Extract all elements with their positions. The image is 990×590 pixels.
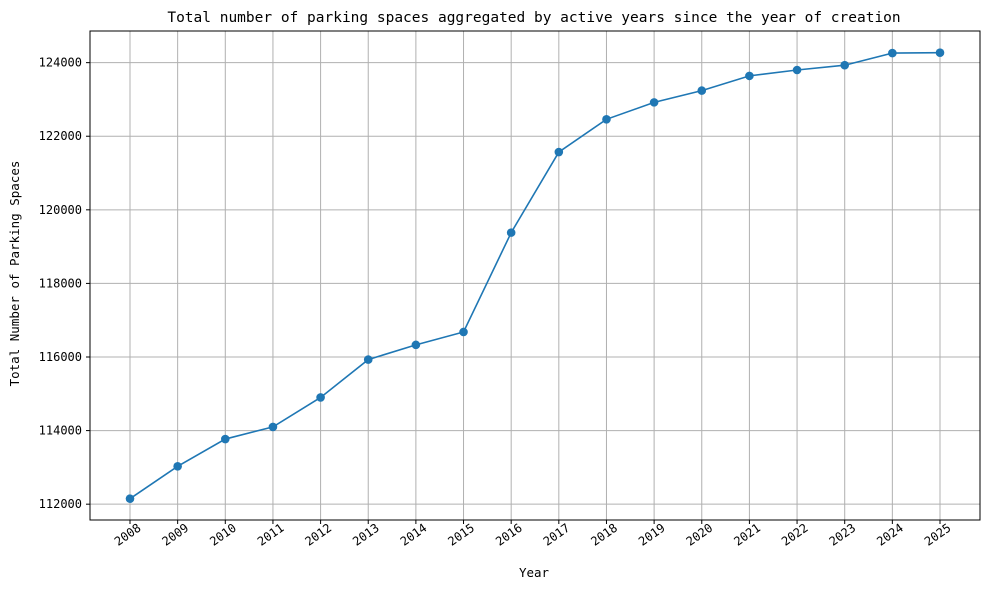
- chart-title: Total number of parking spaces aggregate…: [167, 10, 900, 26]
- y-tick-label: 118000: [39, 276, 82, 290]
- data-point: [173, 461, 182, 471]
- y-tick-label: 116000: [39, 350, 82, 364]
- x-tick-label: 2018: [588, 521, 620, 549]
- x-axis-label: Year: [519, 565, 550, 580]
- y-axis-label: Total Number of Parking Spaces: [7, 161, 22, 387]
- data-point: [411, 340, 421, 350]
- data-point: [649, 98, 659, 107]
- x-tick-label: 2017: [541, 521, 573, 549]
- x-tick-label: 2020: [684, 521, 716, 549]
- data-point: [363, 355, 373, 364]
- data-point: [268, 422, 278, 432]
- data-point: [602, 115, 611, 124]
- data-point: [792, 65, 802, 75]
- data-point: [697, 86, 707, 95]
- y-tick-label: 124000: [39, 56, 82, 70]
- x-tick-label: 2014: [398, 521, 430, 549]
- x-tick-label: 2010: [207, 521, 239, 549]
- x-tick-label: 2016: [493, 521, 525, 549]
- data-point: [220, 434, 230, 444]
- x-tick-label: 2009: [159, 521, 191, 549]
- x-tick-label: 2011: [255, 521, 287, 549]
- x-tick-label: 2023: [827, 521, 859, 549]
- data-point: [745, 71, 754, 81]
- plot-frame: [89, 30, 981, 521]
- data-point: [840, 60, 850, 70]
- x-tick-label: 2008: [112, 521, 144, 549]
- data-point: [506, 228, 516, 237]
- x-tick-label: 2015: [445, 521, 477, 549]
- x-tick-label: 2013: [350, 521, 382, 549]
- x-tick-label: 2019: [636, 521, 668, 549]
- y-tick-label: 114000: [39, 424, 82, 438]
- data-point: [888, 48, 897, 58]
- data-point: [935, 48, 945, 58]
- x-tick-label: 2024: [874, 521, 906, 549]
- y-tick-label: 120000: [39, 203, 82, 217]
- grid-layer: [90, 31, 980, 520]
- x-tick-label: 2012: [302, 521, 334, 549]
- data-point: [316, 393, 325, 402]
- series-layer: [125, 48, 945, 503]
- y-tick-label: 122000: [39, 129, 82, 143]
- data-point: [125, 494, 135, 503]
- x-tick-label: 2021: [731, 521, 763, 549]
- data-point: [459, 327, 468, 337]
- series-line: [129, 51, 941, 500]
- x-tick-label: 2022: [779, 521, 811, 549]
- ticks-layer: 2008 2009 2010 2011 2012 2013 2014 2015 2016 2017…: [39, 56, 954, 549]
- x-tick-label: 2025: [922, 521, 954, 549]
- data-point: [554, 147, 564, 157]
- y-tick-label: 112000: [39, 497, 82, 511]
